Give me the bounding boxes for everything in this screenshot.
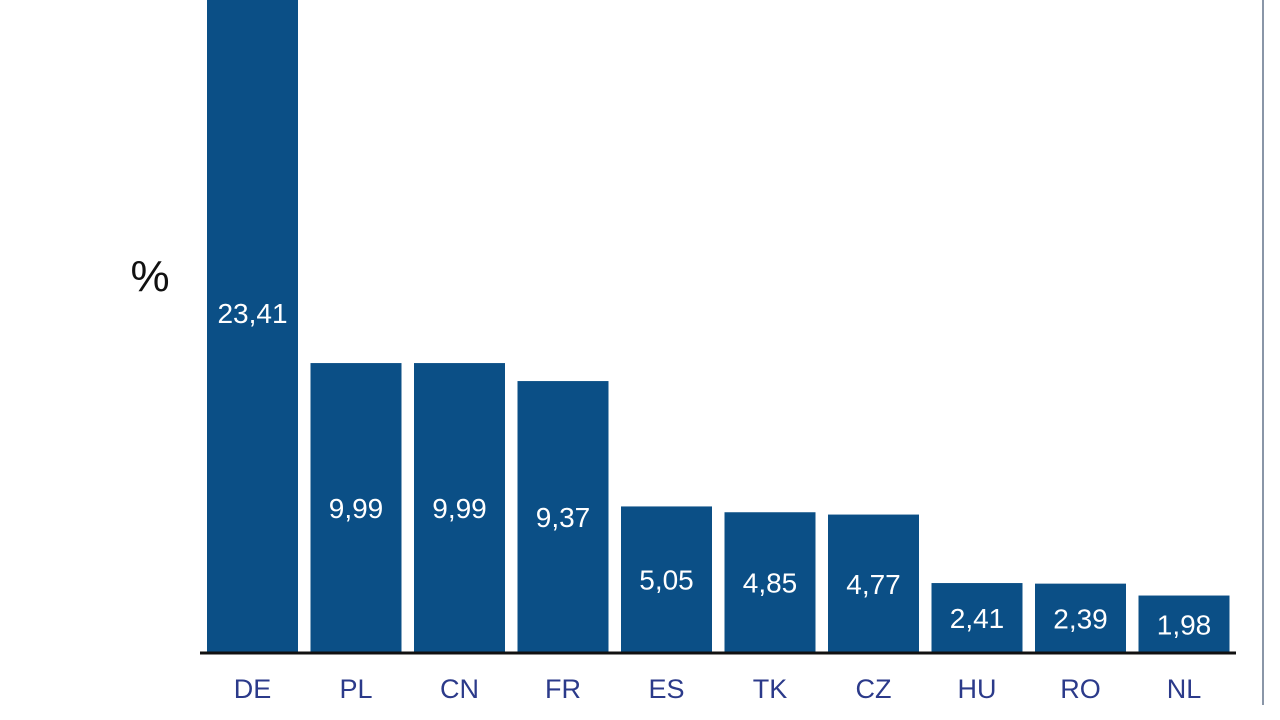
bars-group	[207, 0, 1230, 653]
bar-value-label-hu: 2,41	[950, 603, 1005, 634]
bar-value-label-pl: 9,99	[329, 493, 384, 524]
bar-pl	[310, 363, 402, 653]
bar-value-label-cn: 9,99	[432, 493, 487, 524]
bar-tk	[724, 512, 816, 653]
bar-ro	[1035, 583, 1126, 653]
bar-value-label-cz: 4,77	[846, 569, 901, 600]
category-label-cn: CN	[440, 674, 479, 704]
bar-value-label-tk: 4,85	[743, 568, 798, 599]
bar-es	[621, 506, 712, 653]
category-label-cz: CZ	[856, 674, 892, 704]
bar-cn	[414, 363, 505, 653]
category-label-pl: PL	[339, 674, 372, 704]
bar-fr	[517, 381, 609, 653]
bar-value-label-nl: 1,98	[1157, 609, 1212, 640]
bar-value-label-de: 23,41	[217, 298, 287, 329]
category-label-de: DE	[234, 674, 272, 704]
bar-de	[207, 0, 298, 653]
category-label-ro: RO	[1060, 674, 1101, 704]
category-labels-group: DE PL CN FR ES TK CZ HU RO NL	[234, 674, 1202, 704]
bar-cz	[828, 514, 919, 653]
bar-value-label-es: 5,05	[639, 565, 694, 596]
category-label-hu: HU	[958, 674, 997, 704]
bar-nl	[1138, 595, 1230, 653]
category-label-es: ES	[648, 674, 684, 704]
bar-labels-group: 23,41 9,99 9,99 9,37 5,05 4,85 4,77 2,41 2,39 1,9…	[217, 298, 1211, 640]
bar-value-label-ro: 2,39	[1053, 603, 1108, 634]
category-label-fr: FR	[545, 674, 581, 704]
bar-value-label-fr: 9,37	[536, 502, 591, 533]
y-axis-label: %	[130, 252, 169, 301]
category-label-tk: TK	[753, 674, 788, 704]
bar-hu	[931, 583, 1023, 653]
category-label-nl: NL	[1167, 674, 1202, 704]
